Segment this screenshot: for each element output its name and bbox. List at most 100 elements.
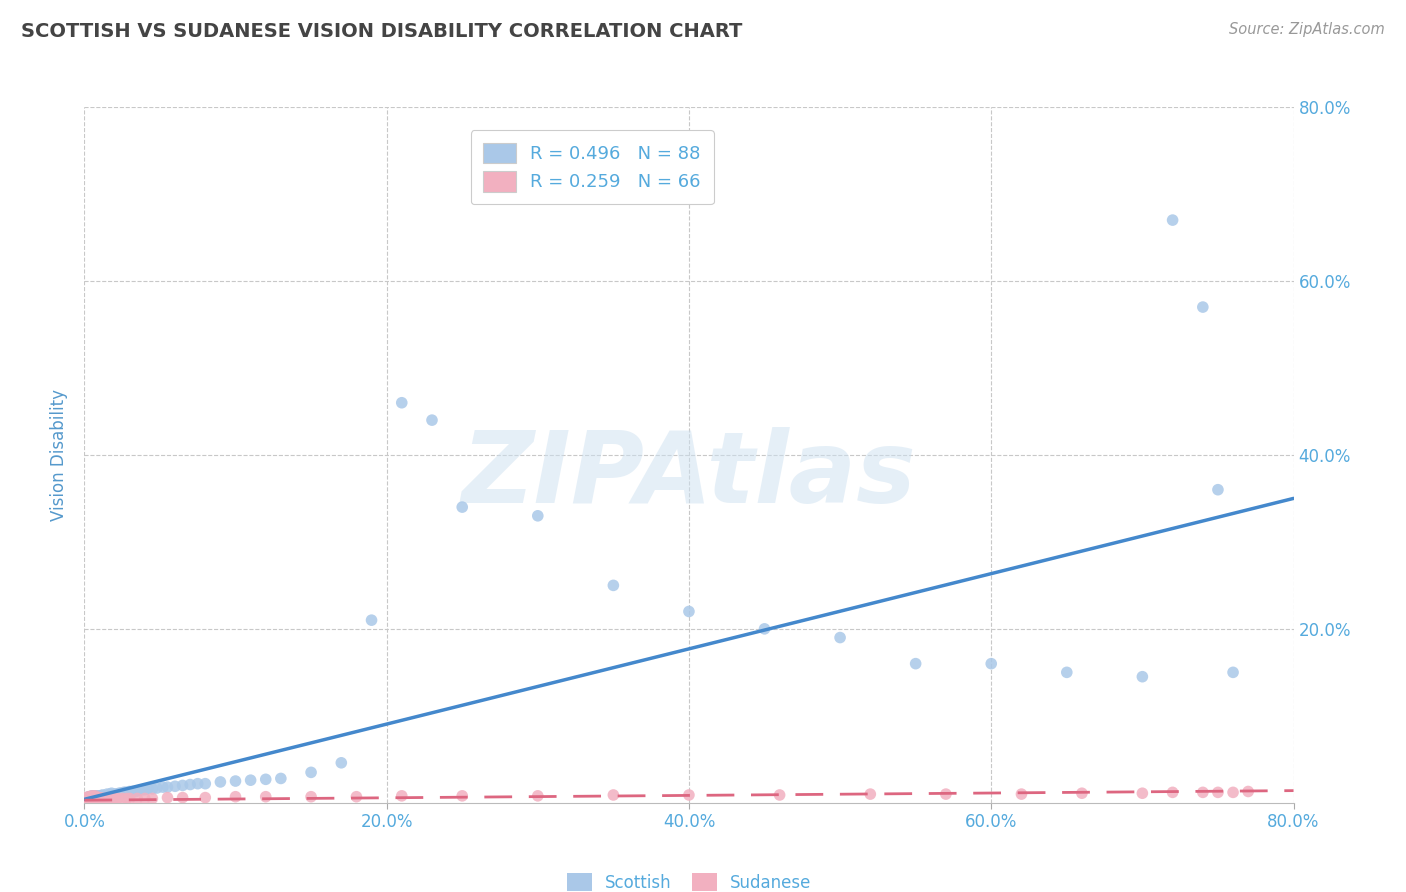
Point	[678, 605, 700, 619]
Point	[80, 791, 103, 805]
Point	[391, 396, 413, 410]
Point	[360, 613, 382, 627]
Point	[100, 791, 122, 805]
Point	[75, 790, 97, 805]
Point	[87, 791, 110, 805]
Point	[94, 791, 117, 805]
Point	[602, 788, 624, 802]
Point	[391, 789, 413, 803]
Point	[79, 792, 101, 806]
Point	[451, 500, 474, 514]
Point	[76, 790, 98, 805]
Point	[115, 785, 138, 799]
Point	[141, 781, 163, 796]
Point	[1161, 785, 1184, 799]
Point	[80, 790, 103, 805]
Point	[80, 789, 103, 803]
Point	[194, 790, 217, 805]
Point	[77, 791, 100, 805]
Point	[93, 791, 115, 805]
Point	[96, 787, 118, 801]
Point	[90, 789, 112, 803]
Point	[93, 789, 115, 803]
Point	[77, 791, 100, 805]
Point	[136, 781, 159, 796]
Point	[146, 780, 169, 795]
Point	[1011, 787, 1033, 801]
Point	[179, 778, 201, 792]
Point	[104, 791, 127, 805]
Point	[420, 413, 443, 427]
Point	[1130, 670, 1153, 684]
Point	[79, 791, 101, 805]
Point	[84, 790, 107, 805]
Point	[134, 782, 156, 797]
Point	[270, 772, 292, 786]
Point	[86, 790, 108, 805]
Point	[100, 786, 122, 800]
Point	[101, 791, 124, 805]
Point	[77, 789, 100, 804]
Point	[80, 790, 103, 805]
Point	[527, 789, 550, 803]
Point	[89, 789, 111, 803]
Point	[96, 791, 118, 805]
Point	[80, 792, 103, 806]
Point	[1237, 784, 1260, 798]
Point	[299, 789, 322, 804]
Point	[859, 787, 882, 801]
Point	[76, 792, 98, 806]
Point	[110, 786, 132, 800]
Point	[89, 790, 111, 805]
Point	[128, 783, 150, 797]
Point	[239, 773, 262, 788]
Point	[82, 790, 104, 805]
Point	[80, 789, 103, 803]
Point	[89, 792, 111, 806]
Point	[141, 791, 163, 805]
Point	[79, 789, 101, 804]
Point	[527, 508, 550, 523]
Point	[84, 791, 107, 805]
Point	[1222, 665, 1244, 680]
Point	[1192, 300, 1215, 314]
Y-axis label: Vision Disability: Vision Disability	[51, 389, 69, 521]
Point	[86, 791, 108, 805]
Point	[754, 622, 776, 636]
Point	[86, 789, 108, 803]
Point	[114, 785, 136, 799]
Point	[82, 792, 104, 806]
Point	[96, 789, 118, 804]
Point	[89, 790, 111, 805]
Point	[769, 788, 792, 802]
Point	[118, 791, 141, 805]
Point	[91, 791, 114, 805]
Point	[935, 787, 957, 801]
Point	[254, 772, 277, 787]
Point	[82, 789, 104, 804]
Legend: Scottish, Sudanese: Scottish, Sudanese	[560, 867, 818, 892]
Point	[80, 792, 103, 806]
Point	[830, 631, 852, 645]
Point	[330, 756, 353, 770]
Point	[94, 789, 117, 803]
Point	[87, 789, 110, 804]
Point	[79, 791, 101, 805]
Point	[79, 789, 101, 804]
Point	[118, 784, 141, 798]
Point	[134, 791, 156, 805]
Point	[127, 791, 149, 805]
Point	[152, 780, 174, 794]
Point	[131, 782, 153, 797]
Point	[194, 777, 217, 791]
Point	[1192, 785, 1215, 799]
Point	[77, 792, 100, 806]
Point	[225, 789, 247, 804]
Point	[980, 657, 1002, 671]
Point	[104, 787, 127, 801]
Point	[97, 791, 120, 805]
Point	[254, 789, 277, 804]
Point	[107, 791, 129, 805]
Point	[76, 792, 98, 806]
Point	[1056, 665, 1078, 680]
